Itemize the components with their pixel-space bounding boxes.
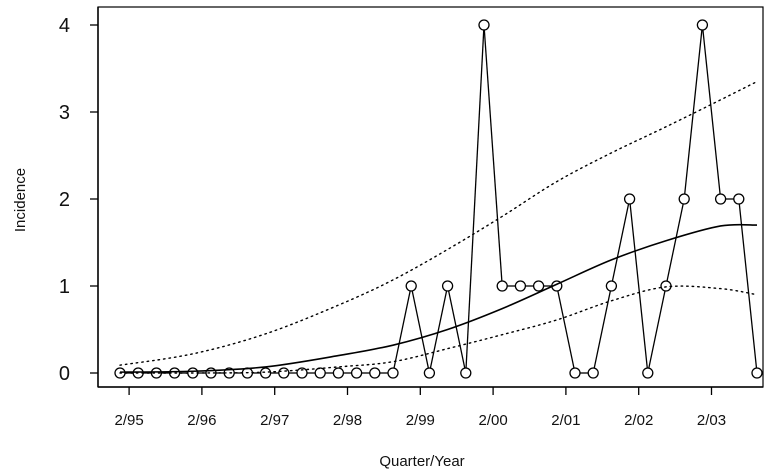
observed-point: [496, 280, 508, 292]
observed-point: [441, 280, 454, 292]
observed-point: [569, 367, 581, 379]
observed-point: [259, 367, 272, 379]
observed-point: [478, 19, 490, 31]
observed-point: [223, 367, 235, 379]
observed-series: [114, 19, 763, 379]
observed-point: [714, 193, 727, 205]
observed-point: [423, 367, 436, 379]
axis-ticks: 0 1 2 3 4 2/95 2/96 2/97 2/98 2/99 2/00 2/01 2/02 2/0…: [59, 15, 726, 429]
observed-point: [205, 367, 217, 379]
y-tick-label: 4: [59, 15, 70, 37]
observed-point: [405, 280, 417, 292]
observed-segment: [611, 203, 630, 282]
observed-point: [696, 19, 709, 31]
observed-segment: [429, 290, 448, 369]
observed-point: [369, 367, 381, 379]
fitted-trend: [119, 223, 758, 373]
observed-point: [168, 367, 181, 379]
observed-point: [678, 193, 690, 205]
observed-segment: [629, 203, 648, 369]
x-tick-label: 2/96: [187, 412, 216, 429]
observed-point: [660, 280, 672, 292]
x-axis-label: Quarter/Year: [379, 453, 464, 470]
observed-segment: [648, 290, 666, 369]
observed-point: [551, 280, 563, 292]
observed-point: [751, 367, 763, 379]
observed-segment: [557, 290, 575, 369]
x-tick-label: 2/00: [478, 412, 507, 429]
observed-segment: [447, 290, 466, 369]
observed-segment: [702, 29, 721, 195]
confidence-bands: [119, 80, 758, 374]
observed-point: [460, 367, 472, 379]
observed-point: [314, 367, 326, 379]
observed-point: [332, 367, 345, 379]
lower-band-line: [119, 285, 758, 374]
observed-point: [587, 367, 599, 379]
x-tick-label: 2/01: [551, 412, 580, 429]
y-tick-label: 3: [59, 102, 70, 124]
observed-segment: [738, 203, 758, 369]
observed-point: [296, 367, 308, 379]
observed-segment: [483, 29, 503, 282]
observed-point: [514, 280, 527, 292]
observed-point: [605, 280, 618, 292]
y-tick-label: 1: [59, 276, 70, 298]
x-tick-label: 2/97: [260, 412, 289, 429]
observed-point: [350, 367, 363, 379]
observed-segment: [593, 290, 612, 369]
upper-band-line: [119, 80, 758, 366]
x-tick-label: 2/98: [333, 412, 362, 429]
observed-point: [387, 367, 399, 379]
observed-point: [623, 193, 636, 205]
trend-line: [119, 223, 758, 373]
x-tick-label: 2/95: [114, 412, 143, 429]
observed-point: [187, 367, 199, 379]
observed-segment: [411, 290, 430, 369]
x-tick-label: 2/03: [697, 412, 726, 429]
plot-frame: [97, 6, 764, 388]
observed-segment: [666, 203, 684, 282]
observed-segment: [393, 290, 411, 369]
x-tick-label: 2/02: [624, 412, 653, 429]
y-axis-label: Incidence: [12, 168, 29, 232]
observed-point: [132, 367, 144, 379]
observed-point: [733, 193, 745, 205]
x-tick-label: 2/99: [406, 412, 435, 429]
observed-point: [278, 367, 290, 379]
observed-point: [642, 367, 654, 379]
observed-segment: [684, 29, 703, 195]
y-tick-label: 2: [59, 189, 70, 211]
observed-point: [114, 367, 126, 379]
observed-point: [150, 367, 163, 379]
y-tick-label: 0: [59, 363, 70, 385]
observed-point: [532, 280, 545, 292]
observed-segment: [465, 29, 485, 369]
observed-point: [241, 367, 254, 379]
